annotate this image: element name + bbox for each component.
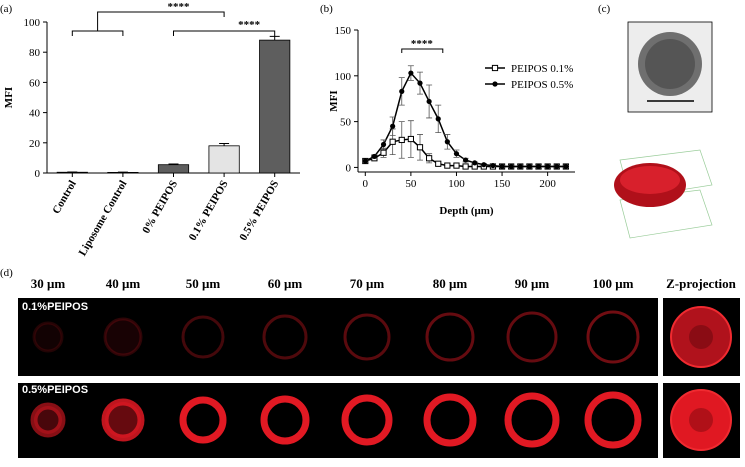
sphere-section bbox=[34, 323, 62, 351]
point bbox=[436, 161, 441, 166]
point bbox=[472, 160, 477, 165]
point bbox=[454, 151, 459, 156]
y-tick-label: 100 bbox=[335, 71, 352, 83]
row-label: 0.5%PEIPOS bbox=[22, 384, 88, 396]
x-tick-label: Liposome Control bbox=[77, 179, 130, 259]
x-tick-label: 0 bbox=[363, 178, 369, 190]
point bbox=[408, 70, 413, 75]
point bbox=[363, 158, 368, 163]
y-axis-label: MFI bbox=[3, 87, 15, 108]
sphere-section bbox=[34, 406, 62, 434]
point bbox=[499, 164, 504, 169]
row-label: 0.1%PEIPOS bbox=[22, 301, 88, 313]
point bbox=[563, 164, 568, 169]
point bbox=[399, 137, 404, 142]
z-core bbox=[689, 408, 713, 432]
y-axis-label: MFI bbox=[328, 90, 340, 111]
column-label: 90 μm bbox=[515, 276, 550, 291]
bar bbox=[260, 40, 290, 173]
point bbox=[417, 81, 422, 86]
legend-label: PEIPOS 0.1% bbox=[511, 63, 573, 75]
x-tick-label: 50 bbox=[405, 178, 417, 190]
point bbox=[445, 163, 450, 168]
point bbox=[390, 139, 395, 144]
x-tick-label: Control bbox=[50, 179, 79, 217]
point bbox=[436, 116, 441, 121]
point bbox=[427, 156, 432, 161]
point bbox=[372, 154, 377, 159]
point bbox=[536, 164, 541, 169]
point bbox=[381, 142, 386, 147]
y-tick-label: 40 bbox=[29, 108, 41, 120]
sphere-section bbox=[105, 402, 141, 438]
y-tick-label: 80 bbox=[29, 47, 41, 59]
point bbox=[390, 124, 395, 129]
microscopy-grid: 0.1%PEIPOS 0.5%PEIPOS bbox=[18, 298, 740, 458]
point bbox=[527, 164, 532, 169]
point bbox=[408, 136, 413, 141]
point bbox=[417, 145, 422, 150]
y-tick-label: 20 bbox=[29, 138, 41, 150]
legend-marker bbox=[492, 81, 497, 86]
bar bbox=[209, 146, 239, 173]
x-tick-label: 0.1% PEIPOS bbox=[187, 179, 231, 243]
point bbox=[381, 150, 386, 155]
y-tick-label: 100 bbox=[24, 17, 41, 29]
y-tick-label: 50 bbox=[340, 117, 352, 129]
panel-label: (d) bbox=[0, 267, 13, 279]
legend-label: PEIPOS 0.5% bbox=[511, 79, 573, 91]
y-tick-label: 0 bbox=[35, 168, 41, 180]
sphere-section bbox=[105, 319, 141, 355]
column-label: Z-projection bbox=[666, 276, 737, 291]
3d-render bbox=[614, 150, 712, 238]
significance: **** bbox=[168, 1, 191, 13]
x-tick-label: 0% PEIPOS bbox=[140, 179, 180, 236]
point bbox=[518, 164, 523, 169]
point bbox=[463, 164, 468, 169]
y-tick-label: 0 bbox=[346, 162, 352, 174]
column-label: 60 μm bbox=[268, 276, 303, 291]
significance-bracket bbox=[72, 12, 224, 36]
point bbox=[481, 162, 486, 167]
column-label: 100 μm bbox=[593, 276, 634, 291]
panel-label: (c) bbox=[598, 3, 611, 15]
point bbox=[399, 89, 404, 94]
x-tick-label: 200 bbox=[539, 178, 556, 190]
panel-label: (b) bbox=[320, 3, 333, 15]
column-label: 70 μm bbox=[350, 276, 385, 291]
significance: **** bbox=[411, 38, 434, 50]
point bbox=[445, 139, 450, 144]
point bbox=[509, 164, 514, 169]
column-label: 40 μm bbox=[106, 276, 141, 291]
x-tick-label: 100 bbox=[448, 178, 465, 190]
y-tick-label: 150 bbox=[335, 25, 352, 37]
error-bar bbox=[270, 36, 280, 40]
point bbox=[463, 157, 468, 162]
column-label: 80 μm bbox=[433, 276, 468, 291]
bar bbox=[158, 165, 188, 173]
y-tick-label: 60 bbox=[29, 77, 41, 89]
point bbox=[454, 163, 459, 168]
significance-bracket bbox=[174, 31, 275, 36]
x-tick-label: 0.5% PEIPOS bbox=[237, 179, 281, 243]
point bbox=[554, 164, 559, 169]
column-label: 50 μm bbox=[186, 276, 221, 291]
micrograph bbox=[628, 22, 712, 112]
legend-marker bbox=[492, 65, 497, 70]
point bbox=[490, 163, 495, 168]
x-axis-label: Depth (μm) bbox=[439, 205, 494, 217]
point bbox=[427, 99, 432, 104]
column-label: 30 μm bbox=[31, 276, 66, 291]
z-core bbox=[689, 325, 713, 349]
significance: **** bbox=[238, 19, 261, 31]
point bbox=[545, 164, 550, 169]
x-tick-label: 150 bbox=[494, 178, 511, 190]
panel-label: (a) bbox=[0, 3, 13, 15]
